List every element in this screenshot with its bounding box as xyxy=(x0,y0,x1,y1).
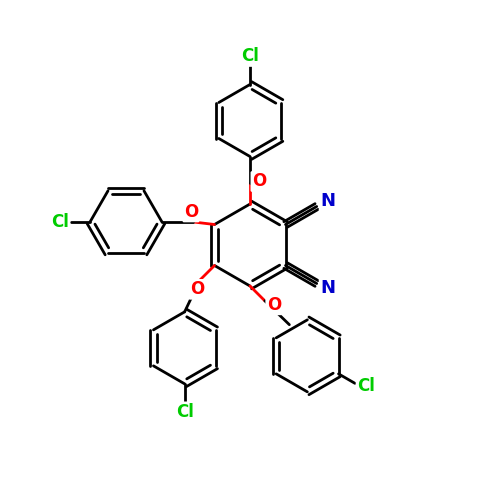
Text: O: O xyxy=(266,296,281,314)
Text: Cl: Cl xyxy=(357,377,375,395)
Text: O: O xyxy=(190,280,204,298)
Text: O: O xyxy=(184,203,198,221)
Text: N: N xyxy=(320,278,335,296)
Text: N: N xyxy=(320,192,335,210)
Text: Cl: Cl xyxy=(176,403,194,421)
Text: Cl: Cl xyxy=(51,213,69,231)
Text: O: O xyxy=(252,172,266,190)
Text: Cl: Cl xyxy=(241,48,259,66)
